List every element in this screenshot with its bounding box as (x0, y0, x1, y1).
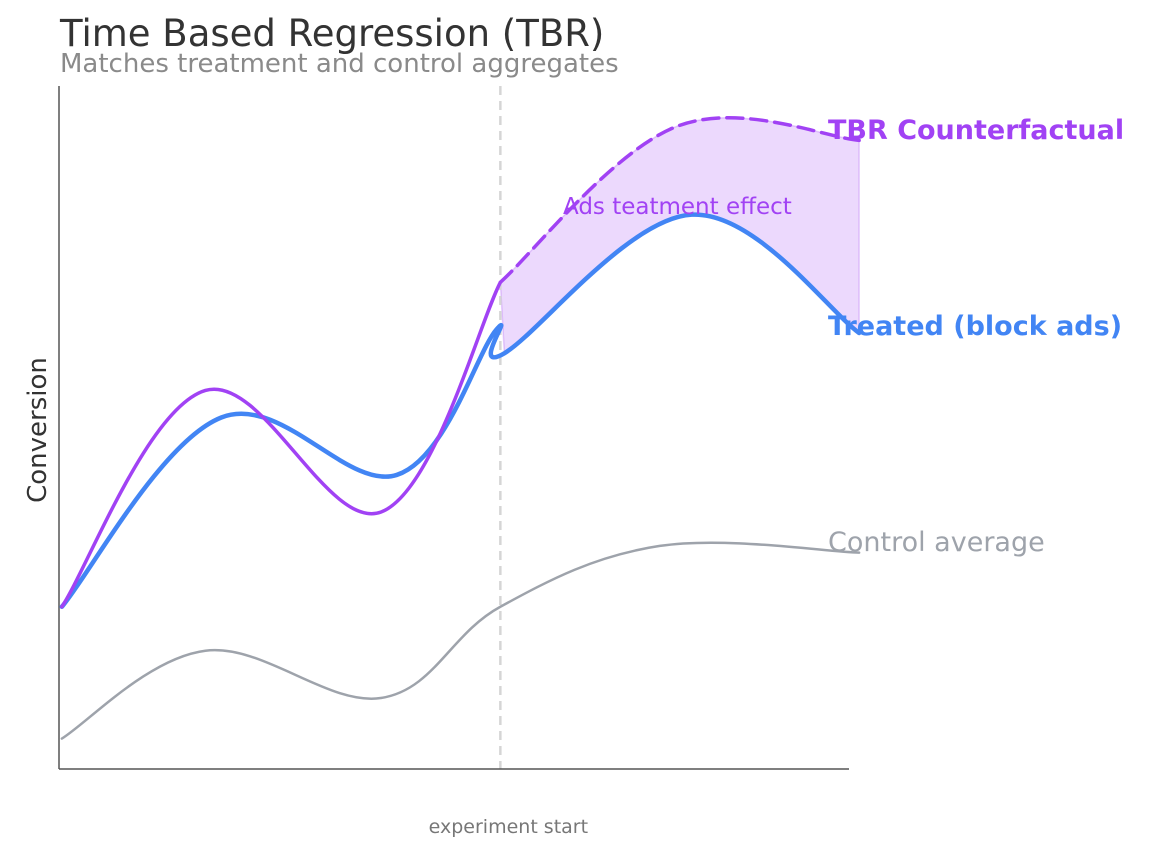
chart-subtitle: Matches treatment and control aggregates (60, 49, 619, 79)
y-axis-label: Conversion (23, 357, 53, 503)
series-line-control-average (60, 541, 861, 740)
treatment-effect-label: Ads teatment effect (563, 194, 792, 220)
plot-area: Ads teatment effect TBR Counterfactual Tre… (58, 86, 1124, 838)
chart-title: Time Based Regression (TBR) (59, 12, 604, 55)
series-line-tbr-counterfactual (60, 280, 503, 609)
line-label-control-average: Control average (828, 527, 1045, 558)
line-label-treated-block-ads: Treated (block ads) (828, 311, 1122, 342)
series-line-tbr-counterfactual-dashed (498, 116, 861, 285)
x-tick-label: experiment start (429, 816, 588, 838)
line-label-tbr-counterfactual: TBR Counterfactual (828, 115, 1124, 146)
treatment-effect-area (499, 117, 860, 355)
series-line-treated-block-ads (59, 212, 862, 610)
